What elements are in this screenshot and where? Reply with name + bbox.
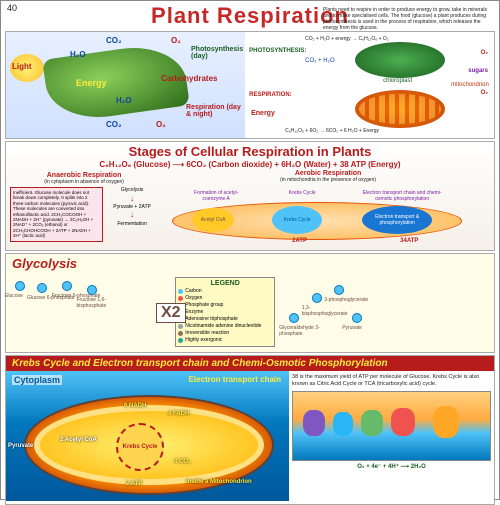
- anaerobic-title: Anaerobic Respiration: [10, 172, 158, 179]
- panel-krebs-etc: Krebs Cycle and Electron transport chain…: [5, 355, 495, 505]
- energy-label: Energy: [76, 78, 107, 88]
- atp-synthase: [433, 406, 459, 438]
- complex-4: [391, 408, 415, 436]
- respiration-heading: RESPIRATION:: [249, 92, 292, 98]
- mitochondrion-label: mitochondrion: [451, 82, 489, 88]
- anaerobic-info-box: Inefficient. Glucose molecule does not b…: [10, 187, 103, 242]
- glycolysis-title: Glycolysis: [6, 254, 494, 273]
- h2o-top: H₂O: [70, 50, 86, 59]
- pathway-node: [334, 285, 344, 295]
- glycolysis-pathway: X2 GlucoseGlucose 6-phosphateFructose 6-…: [6, 273, 171, 351]
- legend-title: LEGEND: [178, 280, 272, 287]
- node-label: 1,3-bisphosphoglycerate: [302, 305, 352, 317]
- page-number: 40: [7, 3, 17, 13]
- respiration-equation: C₆H₁₂O₆ + 6O₂ → 6CO₂ + 6 H₂O + Energy: [285, 128, 379, 134]
- panel-overview: Light H₂O CO₂ O₂ Photosynthesis (day) En…: [5, 31, 495, 139]
- panel-glycolysis: Glycolysis X2 GlucoseGlucose 6-phosphate…: [5, 253, 495, 353]
- acetyl-coa-label: 2 Acetyl CoA: [60, 437, 97, 443]
- pathway-node: [312, 293, 322, 303]
- aerobic-subtitle: (in mitochondria in the presence of oxyg…: [162, 177, 494, 183]
- legend-item: Phosphate group: [178, 302, 272, 308]
- o2-bottom: O₂: [156, 120, 166, 129]
- legend-item: Irreversible reaction: [178, 330, 272, 336]
- mitochondrion-cutaway: Cytoplasm Electron transport chain Krebs…: [6, 371, 289, 501]
- photosynthesis-heading: PHOTOSYNTHESIS:: [249, 48, 306, 54]
- stage2-label: Krebs Cycle: [272, 190, 332, 196]
- nadh-label: 6 NADH: [124, 403, 146, 409]
- aerobic-column: Aerobic Respiration (in mitochondria in …: [162, 170, 494, 244]
- aerobic-title: Aerobic Respiration: [162, 170, 494, 177]
- photosynthesis-label: Photosynthesis (day): [191, 46, 245, 60]
- pathway-node: [87, 285, 97, 295]
- etc-membrane-diagram: [292, 391, 491, 461]
- co2-h2o-label: CO₂ + H₂O: [305, 58, 335, 64]
- energy-out-label: Energy: [251, 110, 275, 117]
- legend-item: Adenosine triphosphate: [178, 316, 272, 322]
- atp-2-label: 2ATP: [292, 238, 307, 244]
- legend-box: LEGEND CarbonOxygenPhosphate groupEnzyme…: [175, 277, 275, 347]
- cytoplasm-label: Cytoplasm: [12, 375, 62, 385]
- krebs-cycle-circle: Krebs Cycle: [116, 423, 164, 471]
- mitochondrion-icon: [355, 90, 445, 128]
- glycolysis-flow: Glycolysis↓Pyruvate + 2ATP↓Fermentation: [106, 187, 158, 242]
- co2-bottom: CO₂: [106, 120, 122, 129]
- o2-in-label: O₂: [481, 90, 488, 96]
- atp-34-label: 34ATP: [400, 238, 418, 244]
- legend-item: Carbon: [178, 288, 272, 294]
- pyruvate-label: Pyruvate: [8, 443, 33, 449]
- etc-detail: 38 is the maximum yield of ATP per molec…: [289, 371, 494, 501]
- x2-multiplier: X2: [156, 303, 186, 323]
- o2-out-label: O₂: [481, 50, 488, 56]
- node-label: Glyceraldehyde 3-phosphate: [279, 325, 329, 337]
- co2-label: CO₂: [106, 36, 122, 45]
- legend-item: Oxygen: [178, 295, 272, 301]
- legend-item: Highly exergonic: [178, 337, 272, 343]
- inside-mito-label: Inside a Mitochondrion: [186, 479, 252, 485]
- chloroplast-label: chloroplast: [383, 78, 412, 84]
- legend-item: Nicotinamide adenine dinucleotide: [178, 323, 272, 329]
- glycolysis-pathway-2: Glyceraldehyde 3-phosphate 1,3-bisphospho…: [279, 273, 494, 351]
- organelle-cycle-diagram: CO₂ + H₂O + energy → C₆H₁₂O₆ + O₂ PHOTOS…: [245, 32, 494, 138]
- fadh-label: 4 FADH: [168, 411, 189, 417]
- stage3-label: Electron transport chain and chemi-osmot…: [362, 190, 442, 202]
- o2-label: O₂: [171, 36, 181, 45]
- complex-1: [303, 410, 325, 436]
- node-label: Pyruvate: [342, 325, 392, 331]
- carbohydrates-label: Carbohydrates: [161, 74, 217, 83]
- h2o-label: H₂O: [116, 96, 132, 105]
- atp-out-label: 2 ATP: [126, 481, 142, 487]
- poster-root: 40 Plant Respiration Plants need to resp…: [0, 0, 500, 500]
- stage1-label: Formation of acetyl-coenzyme A: [186, 190, 246, 202]
- co2-out-label: 4 CO₂: [174, 459, 191, 465]
- pathway-node: [352, 313, 362, 323]
- pathway-node: [289, 313, 299, 323]
- acetyl-blob: Acetyl CoA: [192, 208, 234, 232]
- leaf-diagram: Light H₂O CO₂ O₂ Photosynthesis (day) En…: [6, 32, 245, 138]
- etc-label: Electron transport chain: [189, 375, 281, 384]
- pathway-node: [62, 281, 72, 291]
- sugars-label: sugars: [468, 68, 488, 74]
- pathway-node: [37, 283, 47, 293]
- pathway-node: [15, 281, 25, 291]
- node-label: Fructose 1,6-bisphosphate: [77, 297, 127, 309]
- respiration-label: Respiration (day & night): [186, 104, 245, 118]
- krebs-blob: Krebs Cycle: [272, 206, 322, 234]
- krebs-etc-title: Krebs Cycle and Electron transport chain…: [6, 356, 494, 371]
- overall-equation: C₆H₁₂O₆ (Glucose) ⟶ 6CO₂ (Carbon dioxide…: [6, 159, 494, 170]
- legend-item: Enzyme: [178, 309, 272, 315]
- complex-3: [361, 410, 383, 436]
- anaerobic-column: Anaerobic Respiration (in cytoplasm in a…: [6, 170, 162, 244]
- etc-blob: Electron transport & phosphorylation: [362, 206, 432, 234]
- stages-title: Stages of Cellular Respiration in Plants: [6, 142, 494, 159]
- complex-2: [333, 412, 353, 436]
- panel-stages: Stages of Cellular Respiration in Plants…: [5, 141, 495, 251]
- light-label: Light: [12, 62, 32, 71]
- intro-text: Plants need to respire in order to produ…: [323, 7, 493, 31]
- etc-equation: O₂ + 4e⁻ + 4H⁺ ⟶ 2H₂O: [292, 463, 491, 470]
- chloroplast-icon: [355, 42, 445, 78]
- photosynthesis-equation: CO₂ + H₂O + energy → C₆H₁₂O₆ + O₂: [305, 36, 389, 42]
- node-label: 3-phosphoglycerate: [324, 297, 374, 303]
- atp-yield-note: 38 is the maximum yield of ATP per molec…: [292, 374, 491, 387]
